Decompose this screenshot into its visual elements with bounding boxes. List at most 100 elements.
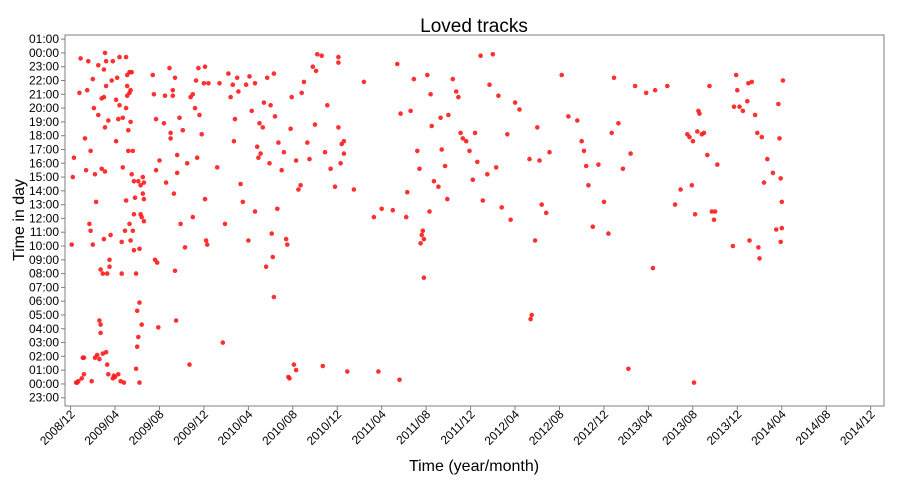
data-point (411, 76, 417, 82)
data-point (747, 238, 752, 243)
data-point (154, 260, 160, 265)
x-tick-label: 2010/12 (304, 407, 345, 448)
data-point (96, 63, 101, 68)
data-point (271, 294, 277, 300)
data-point (97, 356, 102, 362)
y-tick-label: 23:00 (29, 391, 59, 405)
data-point (168, 136, 173, 141)
data-point (190, 214, 196, 220)
data-point (100, 271, 106, 276)
data-point (98, 330, 103, 336)
data-point (301, 79, 307, 85)
data-point (260, 125, 266, 130)
data-point (313, 68, 319, 74)
data-point (104, 362, 110, 367)
data-point (101, 94, 107, 100)
data-point (305, 140, 310, 145)
data-point (168, 130, 173, 136)
data-point (559, 72, 564, 78)
data-point (650, 265, 656, 271)
data-point (161, 121, 167, 126)
data-point (107, 264, 112, 270)
data-point (307, 156, 312, 162)
data-point (596, 162, 601, 167)
data-point (315, 52, 320, 57)
data-point (172, 75, 178, 81)
data-point (398, 111, 403, 116)
data-point (128, 119, 133, 125)
data-point (512, 100, 518, 105)
data-point (214, 165, 220, 170)
data-point (113, 97, 119, 103)
data-point (141, 218, 147, 224)
data-point (150, 72, 156, 78)
data-point (197, 112, 202, 118)
data-point (206, 81, 211, 86)
data-point (172, 268, 178, 274)
data-point (77, 90, 82, 96)
data-point (110, 58, 116, 64)
data-point (137, 246, 142, 252)
y-tick-label: 17:00 (29, 142, 59, 156)
data-point (102, 50, 108, 56)
data-point (439, 147, 445, 152)
data-point (261, 100, 267, 105)
data-point (731, 104, 737, 109)
data-point (256, 155, 261, 160)
data-point (517, 107, 522, 112)
data-point (283, 236, 289, 242)
data-point (268, 103, 273, 108)
data-point (590, 224, 596, 229)
data-point (390, 207, 396, 213)
data-point (236, 89, 241, 94)
data-point (527, 156, 532, 162)
data-point (493, 165, 499, 170)
data-point (415, 148, 420, 154)
x-tick-label: 2011/04 (349, 407, 389, 447)
data-point (99, 166, 104, 172)
data-point (539, 202, 544, 207)
data-point (379, 206, 385, 212)
data-point (761, 180, 767, 185)
x-tick-label: 2011/12 (438, 407, 478, 447)
data-point (620, 166, 626, 172)
data-point (133, 271, 139, 276)
data-point (752, 112, 758, 118)
data-point (81, 355, 87, 361)
data-point (247, 74, 252, 79)
data-point (532, 238, 538, 243)
data-point (69, 242, 74, 247)
data-point (153, 116, 159, 122)
data-point (203, 238, 209, 243)
data-point (421, 275, 427, 281)
y-tick-label: 14:00 (29, 184, 59, 198)
data-point (101, 236, 107, 242)
data-point (759, 134, 765, 140)
data-point (755, 130, 760, 136)
data-point (139, 322, 144, 327)
data-point (254, 144, 260, 149)
x-tick-label: 2009/08 (126, 407, 167, 448)
data-points (69, 50, 786, 385)
data-point (421, 236, 427, 242)
data-point (98, 267, 103, 272)
data-point (270, 254, 276, 260)
data-point (628, 151, 633, 156)
data-point (252, 209, 258, 214)
data-point (193, 78, 199, 83)
data-point (202, 196, 208, 202)
data-point (737, 104, 742, 109)
data-point (626, 366, 631, 372)
data-point (84, 87, 90, 93)
data-point (709, 209, 715, 214)
data-point (371, 214, 377, 220)
data-point (701, 130, 707, 136)
data-point (601, 199, 607, 205)
data-point (89, 378, 94, 384)
x-tick-label: 2013/04 (615, 407, 656, 448)
data-point (192, 105, 198, 111)
y-tick-label: 15:00 (29, 170, 59, 184)
data-point (153, 167, 159, 173)
x-tick-label: 2014/08 (793, 407, 834, 448)
data-point (130, 228, 136, 234)
